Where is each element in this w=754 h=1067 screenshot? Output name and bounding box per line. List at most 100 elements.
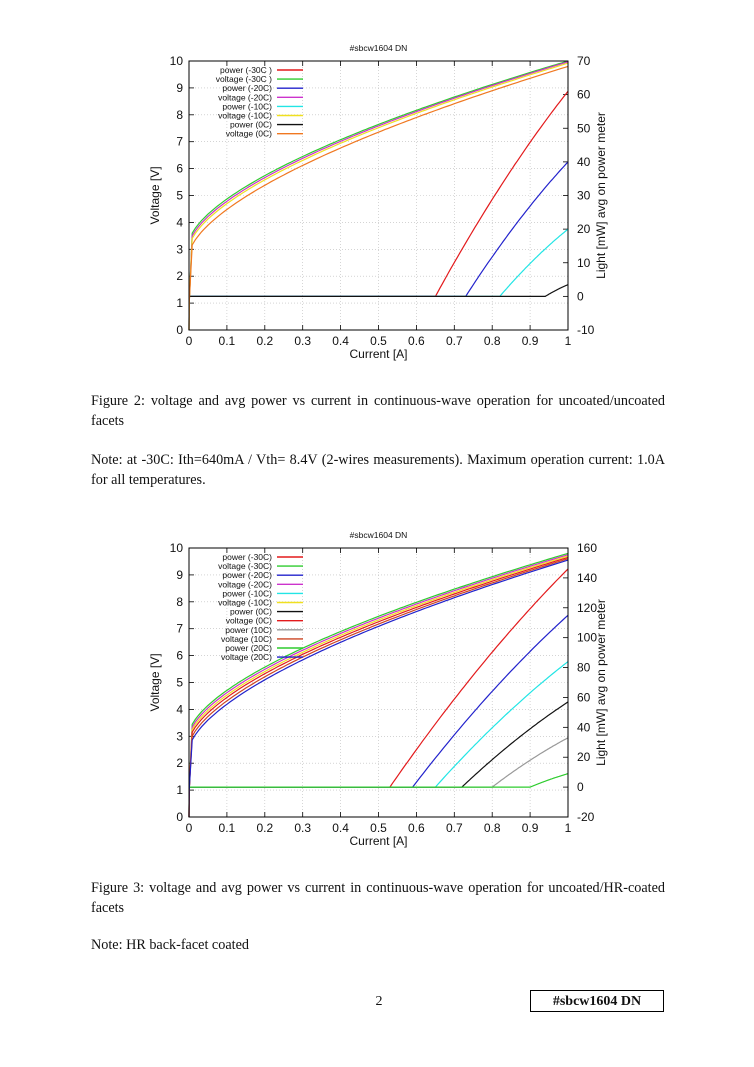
x-tick-label: 0.6: [408, 821, 425, 835]
legend-label: voltage (-20C): [218, 579, 272, 589]
x-axis-label: Current [A]: [349, 834, 407, 848]
legend-label: voltage (0C): [226, 129, 272, 139]
legend-label: power (20C): [225, 643, 272, 653]
series-line-voltage-3: [188, 61, 569, 331]
y-tick-label: 1: [176, 296, 183, 310]
series-line-voltage-9: [188, 558, 569, 818]
legend-label: voltage (-30C): [218, 561, 272, 571]
y2-tick-label: 0: [577, 780, 584, 794]
series-line-power-4: [189, 228, 569, 297]
x-tick-label: 0.9: [522, 334, 539, 348]
y-tick-label: 6: [176, 649, 183, 663]
y-tick-label: 3: [176, 729, 183, 743]
y-tick-label: 0: [176, 810, 183, 824]
y-tick-label: 8: [176, 595, 183, 609]
x-tick-label: 0.7: [446, 334, 463, 348]
y-tick-label: 9: [176, 568, 183, 582]
legend-label: power (-20C): [222, 570, 272, 580]
series-group: [188, 552, 569, 818]
y2-tick-label: 20: [577, 222, 591, 236]
series-line-voltage-5: [188, 555, 569, 818]
x-tick-label: 0.9: [522, 821, 539, 835]
legend-label: power (-20C): [222, 83, 272, 93]
figure-2-caption: Figure 2: voltage and avg power vs curre…: [91, 393, 665, 429]
y2-tick-label: 70: [577, 54, 591, 68]
y2-axis-label: Light [mW] avg on power meter: [594, 599, 608, 766]
legend: power (-30C )voltage (-30C )power (-20C)…: [216, 65, 303, 139]
y-tick-label: 2: [176, 756, 183, 770]
series-line-power-10: [189, 773, 569, 788]
figure-3-plot: #sbcw1604 DN 0 0.1 0.2 0.3 0.4 0.5 0.6 0.7 0.8 0.9…: [148, 530, 608, 848]
x-tick-label: 0.8: [484, 821, 501, 835]
series-line-voltage-1: [188, 552, 569, 818]
x-tick-label: 0.3: [294, 821, 311, 835]
x-tick-label: 0.2: [256, 334, 273, 348]
series-line-voltage-7: [188, 556, 569, 818]
y2-tick-label: -10: [577, 323, 595, 337]
x-tick-label: 0.6: [408, 334, 425, 348]
x-tick-label: 0.3: [294, 334, 311, 348]
legend-label: power (0C): [230, 607, 272, 617]
y2-tick-label: 80: [577, 661, 591, 675]
y-tick-label: 1: [176, 783, 183, 797]
series-line-voltage-1: [188, 60, 569, 331]
y-tick-label: 5: [176, 676, 183, 690]
series-line-power-2: [189, 614, 569, 788]
x-tick-label: 1: [565, 334, 572, 348]
legend-label: voltage (-30C ): [216, 74, 272, 84]
chart-title: #sbcw1604 DN: [350, 530, 408, 540]
legend-label: voltage (20C): [221, 652, 272, 662]
y2-axis-label: Light [mW] avg on power meter: [594, 112, 608, 279]
y2-tick-label: 60: [577, 88, 591, 102]
y2-tick-label: 120: [577, 601, 597, 615]
y2-tick-label: 160: [577, 541, 597, 555]
series-line-power-8: [189, 737, 569, 788]
legend-label: voltage (-20C): [218, 92, 272, 102]
legend-label: power (-10C): [222, 101, 272, 111]
y-tick-label: 7: [176, 135, 183, 149]
y-tick-label: 10: [170, 541, 184, 555]
series-line-voltage-5: [188, 62, 569, 331]
series-line-power-6: [189, 284, 569, 297]
series-line-voltage-3: [188, 554, 569, 818]
y2-tick-label: 60: [577, 690, 591, 704]
legend-label: power (-10C): [222, 588, 272, 598]
x-tick-label: 0.1: [219, 821, 236, 835]
page-number: 2: [375, 994, 383, 1009]
x-tick-label: 0.7: [446, 821, 463, 835]
series-line-voltage-11: [188, 559, 569, 818]
y2-tick-label: 20: [577, 750, 591, 764]
x-tick-label: 0.5: [370, 334, 387, 348]
figure-3-caption: Figure 3: voltage and avg power vs curre…: [91, 880, 665, 916]
y-axis-label: Voltage [V]: [148, 653, 162, 711]
series-line-power-0: [189, 90, 569, 297]
series-line-power-6: [189, 701, 569, 788]
figure-3-chart: #sbcw1604 DN 0 0.1 0.2 0.3 0.4 0.5 0.6 0.7 0.8 0.9…: [0, 525, 754, 855]
x-tick-label: 0.4: [332, 334, 349, 348]
y-tick-label: 9: [176, 81, 183, 95]
y-tick-label: 10: [170, 54, 184, 68]
y2-tick-label: -20: [577, 810, 595, 824]
y-tick-label: 4: [176, 702, 183, 716]
document-tag: #sbcw1604 DN: [530, 990, 664, 1012]
x-tick-label: 0: [186, 821, 193, 835]
series-line-power-0: [189, 568, 569, 788]
x-tick-label: 0.5: [370, 821, 387, 835]
series-group: [188, 60, 569, 331]
legend-label: power (-30C ): [220, 65, 272, 75]
legend-label: voltage (-10C): [218, 111, 272, 121]
legend-label: power (10C): [225, 625, 272, 635]
y-tick-label: 5: [176, 189, 183, 203]
y2-tick-label: 0: [577, 289, 584, 303]
figure-2-note: Note: at -30C: Ith=640mA / Vth= 8.4V (2-…: [91, 452, 665, 488]
x-axis-label: Current [A]: [349, 347, 407, 361]
y-tick-label: 0: [176, 323, 183, 337]
y2-tick-label: 30: [577, 189, 591, 203]
series-line-power-4: [189, 661, 569, 788]
series-line-power-2: [189, 161, 569, 297]
y-tick-label: 4: [176, 215, 183, 229]
figure-2-plot: #sbcw1604 DN 0 0.1 0.2 0.3 0.4 0.5 0.6 0.7 0.8 0.9…: [148, 43, 608, 361]
x-tick-label: 0.4: [332, 821, 349, 835]
legend-label: voltage (-10C): [218, 598, 272, 608]
x-tick-label: 0: [186, 334, 193, 348]
